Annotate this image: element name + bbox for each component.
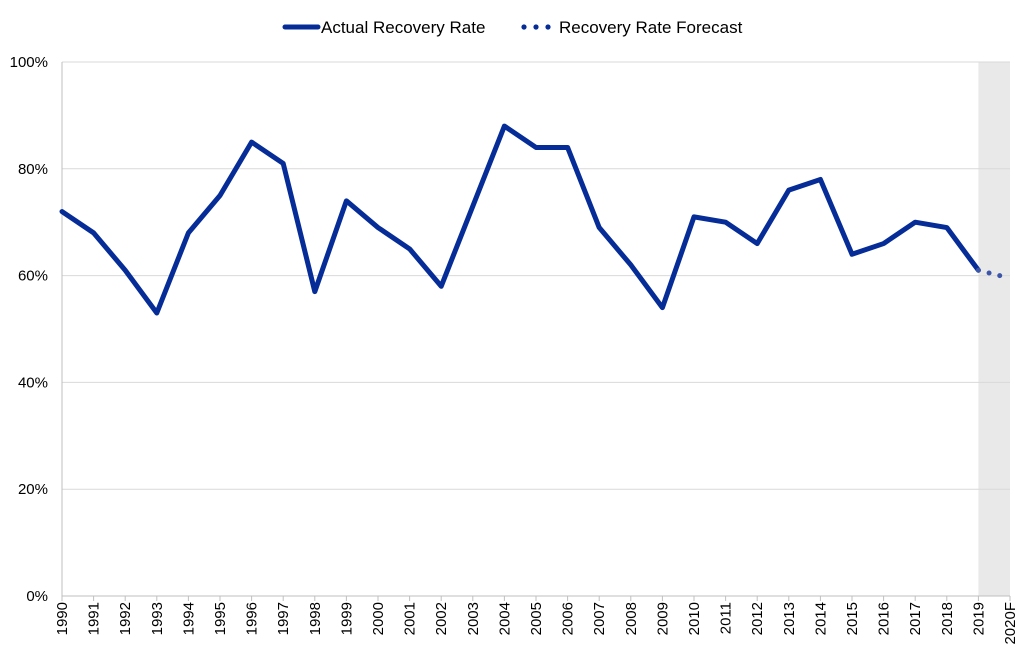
x-tick-label: 2016: [876, 602, 893, 635]
y-tick-label: 0%: [26, 588, 48, 605]
x-tick-label: 1993: [149, 602, 166, 635]
forecast-shaded-region-layer: [978, 62, 1010, 596]
x-tick-label: 1999: [338, 602, 355, 635]
x-tick-label: 1991: [86, 602, 103, 635]
x-tick-label: 1995: [212, 602, 229, 635]
x-tick-label: 2015: [844, 602, 861, 635]
x-tick-label: 2014: [812, 602, 829, 635]
x-tick-label: 2002: [433, 602, 450, 635]
x-tick-label: 2010: [686, 602, 703, 635]
x-tick-label: 2013: [781, 602, 798, 635]
x-tick-label: 2005: [528, 602, 545, 635]
y-tick-label: 40%: [18, 374, 48, 391]
x-tick-label: 1992: [117, 602, 134, 635]
x-tick-label: 2017: [907, 602, 924, 635]
x-tick-label: 1994: [180, 602, 197, 635]
x-tick-label: 2006: [560, 602, 577, 635]
x-axis-tick-labels: 1990 1991 1992 1993 1994 1995 1996 1997 1998 1999…: [54, 596, 1019, 645]
legend-label-actual: Actual Recovery Rate: [321, 18, 485, 37]
x-tick-label: 2008: [623, 602, 640, 635]
x-tick-label: 1998: [307, 602, 324, 635]
legend-swatch-forecast-dot-3: [545, 24, 551, 30]
x-tick-label: 2018: [939, 602, 956, 635]
y-axis-tick-labels: 0% 20% 40% 60% 80% 100%: [10, 54, 48, 605]
x-tick-label: 2020F: [1002, 602, 1019, 645]
y-tick-label: 60%: [18, 268, 48, 285]
series-lines: [59, 123, 1013, 316]
x-tick-label: 1990: [54, 602, 71, 635]
y-tick-label: 100%: [10, 54, 48, 71]
x-tick-label: 2000: [370, 602, 387, 635]
y-tick-label: 80%: [18, 161, 48, 178]
x-tick-label: 2009: [654, 602, 671, 635]
series-line-actual: [59, 123, 981, 316]
legend-label-forecast: Recovery Rate Forecast: [559, 18, 743, 37]
y-tick-label: 20%: [18, 481, 48, 498]
x-tick-label: 2004: [496, 602, 513, 635]
x-tick-label: 2012: [749, 602, 766, 635]
gridlines: [61, 61, 1010, 597]
x-tick-label: 1996: [244, 602, 261, 635]
legend: Actual Recovery Rate Recovery Rate Forec…: [282, 18, 743, 37]
legend-swatch-forecast-dot-1: [521, 24, 527, 30]
x-tick-label: 2003: [465, 602, 482, 635]
legend-swatch-forecast-dot-2: [533, 24, 539, 30]
forecast-shaded-region: [978, 62, 1010, 596]
x-tick-label: 2019: [970, 602, 987, 635]
x-tick-label: 1997: [275, 602, 292, 635]
x-tick-label: 2007: [591, 602, 608, 635]
x-tick-label: 2011: [718, 602, 735, 634]
x-tick-label: 2001: [402, 602, 419, 635]
